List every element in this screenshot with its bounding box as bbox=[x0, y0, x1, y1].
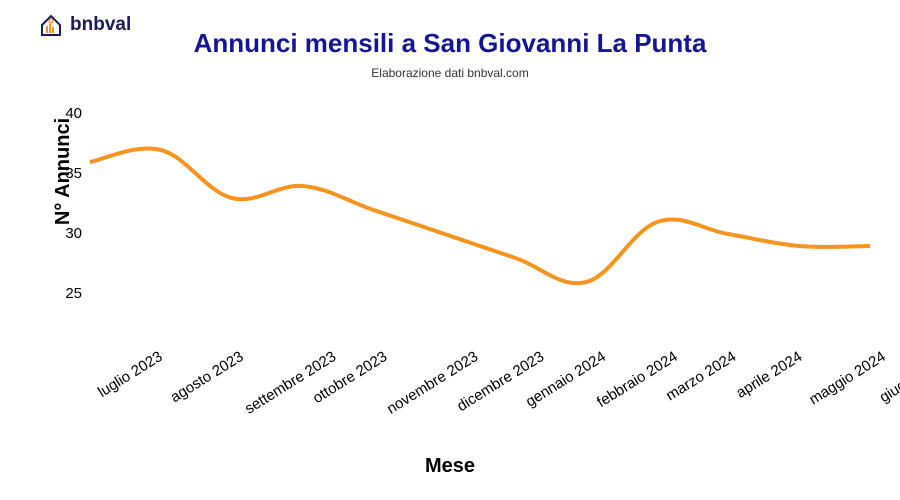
x-axis-label: Mese bbox=[0, 455, 900, 478]
y-tick: 30 bbox=[58, 225, 82, 242]
data-line bbox=[90, 148, 870, 283]
x-tick: maggio 2024 bbox=[806, 348, 889, 408]
x-ticks: luglio 2023agosto 2023settembre 2023otto… bbox=[90, 340, 870, 440]
svg-text:P: P bbox=[50, 20, 52, 24]
y-tick: 35 bbox=[58, 165, 82, 182]
line-chart-svg bbox=[90, 90, 870, 330]
x-tick: luglio 2023 bbox=[95, 348, 166, 401]
chart-title: Annunci mensili a San Giovanni La Punta bbox=[0, 28, 900, 59]
x-tick: agosto 2023 bbox=[167, 348, 246, 406]
chart-plot-area bbox=[90, 90, 870, 330]
y-tick: 40 bbox=[58, 105, 82, 122]
x-tick: febbraio 2024 bbox=[594, 348, 681, 411]
y-tick: 25 bbox=[58, 285, 82, 302]
chart-subtitle: Elaborazione dati bnbval.com bbox=[0, 66, 900, 80]
x-tick: aprile 2024 bbox=[733, 348, 805, 402]
